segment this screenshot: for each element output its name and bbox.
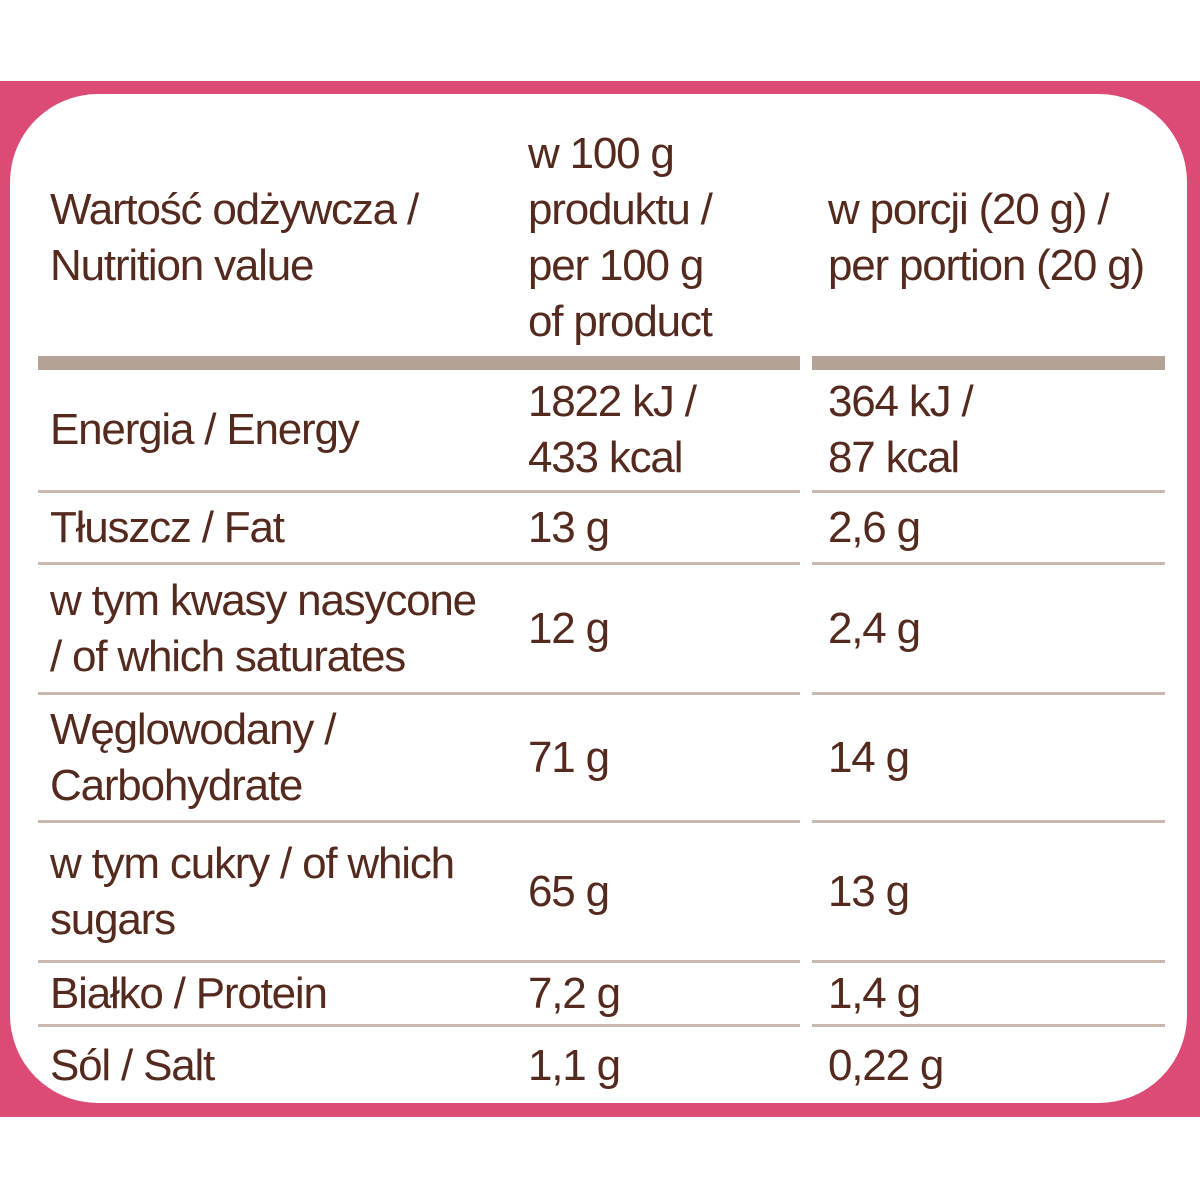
column-gap bbox=[800, 490, 812, 562]
header-divider-bar bbox=[38, 356, 1165, 370]
column-gap bbox=[800, 1024, 812, 1104]
table-row: w tym cukry / of which sugars 65 g 13 g bbox=[38, 820, 1165, 960]
row-value-per-portion: 13 g bbox=[812, 820, 1165, 960]
table-row: Sól / Salt 1,1 g 0,22 g bbox=[38, 1024, 1165, 1104]
row-nutrient-label: Tłuszcz / Fat bbox=[38, 490, 500, 562]
header-per-100g: w 100 g produktu / per 100 g of product bbox=[528, 129, 713, 346]
row-nutrient-label: Energia / Energy bbox=[50, 405, 360, 454]
column-gap bbox=[800, 120, 812, 356]
column-gap bbox=[800, 960, 812, 1024]
row-value-per-portion: 1,4 g bbox=[812, 960, 1165, 1024]
row-value-per-portion: 2,4 g bbox=[812, 562, 1165, 692]
column-gap bbox=[800, 692, 812, 820]
row-value-per-portion: 364 kJ / 87 kcal bbox=[828, 377, 974, 482]
header-nutrition-value: Wartość odżywcza / Nutrition value bbox=[50, 185, 419, 290]
divider-bar-right-segment bbox=[812, 356, 1165, 370]
column-gap bbox=[800, 562, 812, 692]
header-per-portion: w porcji (20 g) / per portion (20 g) bbox=[828, 185, 1145, 290]
table-body: Energia / Energy 1822 kJ / 433 kcal 364 … bbox=[38, 370, 1165, 1104]
table-row: w tym kwasy nasycone / of which saturate… bbox=[38, 562, 1165, 692]
row-value-per-100g: 71 g bbox=[500, 692, 800, 820]
row-nutrient-label: Białko / Protein bbox=[38, 960, 500, 1024]
table-row: Białko / Protein 7,2 g 1,4 g bbox=[38, 960, 1165, 1024]
table-row: Węglowodany / Carbohydrate 71 g 14 g bbox=[38, 692, 1165, 820]
row-value-per-portion: 2,6 g bbox=[812, 490, 1165, 562]
table-row: Energia / Energy 1822 kJ / 433 kcal 364 … bbox=[38, 370, 1165, 490]
row-nutrient-label: Sól / Salt bbox=[38, 1024, 500, 1104]
nutrition-table: Wartość odżywcza / Nutrition value w 100… bbox=[38, 120, 1165, 1104]
row-value-per-100g: 13 g bbox=[500, 490, 800, 562]
table-header-row: Wartość odżywcza / Nutrition value w 100… bbox=[38, 120, 1165, 356]
row-value-per-100g: 65 g bbox=[500, 820, 800, 960]
row-nutrient-label: Węglowodany / Carbohydrate bbox=[38, 692, 500, 820]
divider-bar-gap bbox=[800, 356, 812, 370]
column-gap bbox=[800, 820, 812, 960]
row-nutrient-label: w tym cukry / of which sugars bbox=[38, 820, 500, 960]
row-value-per-portion: 14 g bbox=[812, 692, 1165, 820]
row-value-per-100g: 1822 kJ / 433 kcal bbox=[528, 377, 697, 482]
row-value-per-100g: 1,1 g bbox=[500, 1024, 800, 1104]
table-row: Tłuszcz / Fat 13 g 2,6 g bbox=[38, 490, 1165, 562]
row-value-per-100g: 7,2 g bbox=[500, 960, 800, 1024]
divider-bar-left-segment bbox=[38, 356, 800, 370]
nutrition-facts-card: Wartość odżywcza / Nutrition value w 100… bbox=[10, 94, 1187, 1103]
pink-border-band: Wartość odżywcza / Nutrition value w 100… bbox=[0, 81, 1200, 1117]
row-value-per-portion: 0,22 g bbox=[812, 1024, 1165, 1104]
row-value-per-100g: 12 g bbox=[500, 562, 800, 692]
row-nutrient-label: w tym kwasy nasycone / of which saturate… bbox=[38, 562, 500, 692]
column-gap bbox=[800, 370, 812, 490]
